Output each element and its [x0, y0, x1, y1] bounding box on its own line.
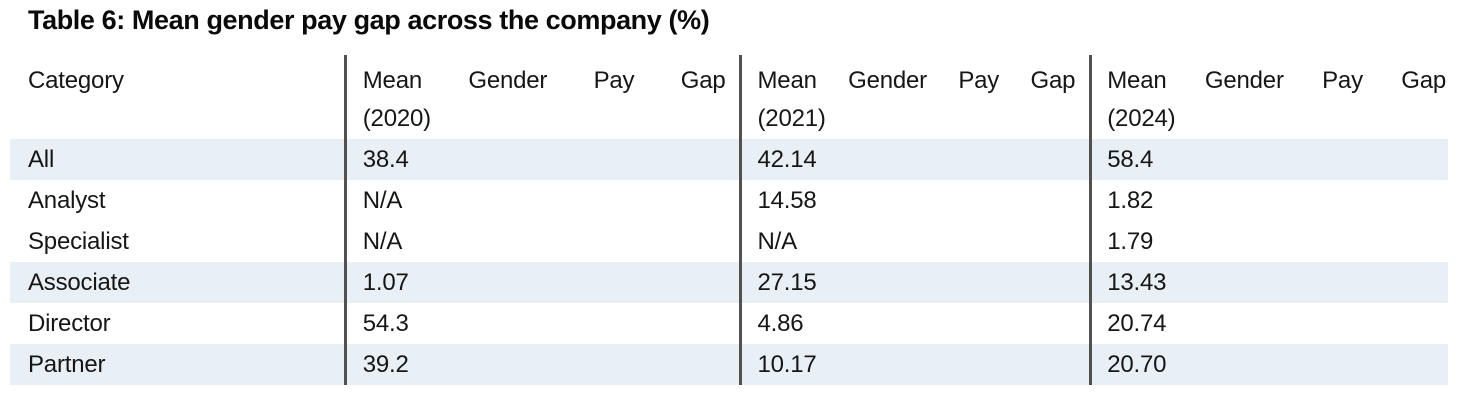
cell-category: Associate	[28, 268, 131, 296]
column-header-category: Category	[28, 67, 124, 94]
cell-value-2024: 1.82	[1107, 186, 1154, 214]
table-row: Specialist N/A N/A 1.79	[0, 221, 1462, 262]
cell-value-2020: 1.07	[362, 268, 409, 296]
cell-value-2024: 20.70	[1107, 350, 1167, 378]
column-header-2021: Mean Gender Pay Gap (2021)	[740, 55, 1090, 139]
cell-value-2020: 54.3	[362, 309, 409, 337]
table-row: Analyst N/A 14.58 1.82	[0, 180, 1462, 221]
column-header-title: Mean Gender Pay Gap	[362, 67, 726, 94]
cell-value-2024: 1.79	[1107, 227, 1154, 255]
cell-value-2021: N/A	[757, 227, 798, 255]
cell-value-2021: 42.14	[757, 145, 817, 173]
column-divider	[739, 55, 742, 385]
table-title: Table 6: Mean gender pay gap across the …	[28, 5, 710, 35]
cell-category: Specialist	[28, 227, 129, 255]
cell-value-2024: 13.43	[1107, 268, 1167, 296]
cell-value-2021: 14.58	[757, 186, 817, 214]
column-divider	[344, 55, 347, 385]
table-row: All 38.4 42.14 58.4	[0, 139, 1462, 180]
column-divider	[1089, 55, 1092, 385]
column-header-2024: Mean Gender Pay Gap (2024)	[1089, 55, 1462, 139]
column-header-year: (2021)	[757, 105, 826, 132]
cell-value-2021: 4.86	[757, 309, 804, 337]
cell-value-2021: 27.15	[757, 268, 817, 296]
column-header-title: Mean Gender Pay Gap	[1107, 67, 1447, 94]
cell-value-2024: 20.74	[1107, 309, 1167, 337]
table-row: Partner 39.2 10.17 20.70	[0, 344, 1462, 385]
column-header-year: (2024)	[1107, 105, 1176, 132]
table-row: Associate 1.07 27.15 13.43	[0, 262, 1462, 303]
column-header-year: (2020)	[362, 105, 431, 132]
cell-value-2020: N/A	[362, 227, 403, 255]
pay-gap-table: Category Mean Gender Pay Gap (2020) Mean…	[0, 55, 1462, 385]
cell-value-2024: 58.4	[1107, 145, 1154, 173]
column-header-title: Mean Gender Pay Gap	[757, 67, 1076, 94]
cell-category: Analyst	[28, 186, 106, 214]
table-row: Director 54.3 4.86 20.74	[0, 303, 1462, 344]
cell-category: All	[28, 145, 55, 173]
column-header-2020: Mean Gender Pay Gap (2020)	[345, 55, 740, 139]
cell-value-2020: 38.4	[362, 145, 409, 173]
cell-category: Director	[28, 309, 111, 337]
cell-value-2020: N/A	[362, 186, 403, 214]
cell-value-2021: 10.17	[757, 350, 817, 378]
cell-value-2020: 39.2	[362, 350, 409, 378]
cell-category: Partner	[28, 350, 106, 378]
table-header-row: Category Mean Gender Pay Gap (2020) Mean…	[0, 55, 1462, 139]
